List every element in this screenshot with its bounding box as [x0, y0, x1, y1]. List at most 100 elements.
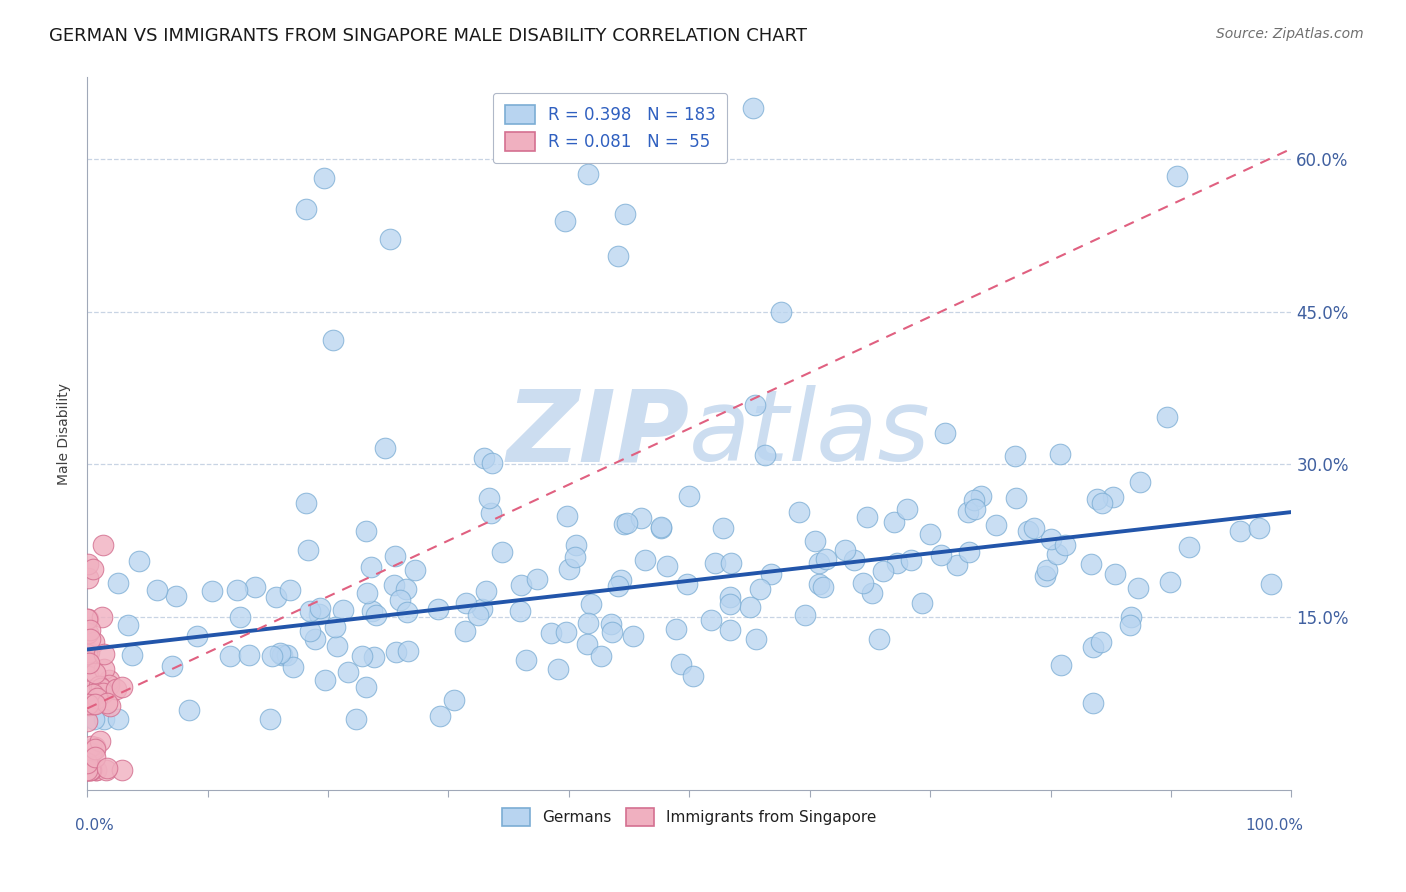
Point	[245, 580, 267, 594]
Point	[1247, 520, 1270, 534]
Point	[669, 657, 692, 672]
Point	[872, 565, 894, 579]
Point	[84, 697, 107, 711]
Point	[478, 491, 501, 505]
Point	[276, 648, 298, 662]
Point	[80, 739, 103, 753]
Point	[610, 573, 633, 587]
Point	[896, 501, 918, 516]
Point	[591, 648, 613, 663]
Point	[356, 680, 378, 694]
Point	[219, 649, 242, 664]
Point	[1049, 447, 1071, 461]
Point	[600, 624, 623, 639]
Point	[678, 489, 700, 503]
Point	[474, 583, 496, 598]
Point	[704, 556, 727, 570]
Point	[868, 632, 890, 646]
Point	[1091, 496, 1114, 510]
Point	[803, 534, 825, 549]
Point	[1090, 634, 1112, 648]
Point	[104, 682, 127, 697]
Point	[201, 584, 224, 599]
Point	[179, 703, 201, 717]
Point	[76, 763, 98, 777]
Point	[600, 617, 623, 632]
Point	[1004, 449, 1026, 463]
Point	[614, 207, 637, 221]
Point	[1081, 696, 1104, 710]
Point	[98, 699, 121, 714]
Point	[111, 763, 134, 777]
Point	[565, 538, 588, 552]
Point	[761, 567, 783, 582]
Point	[77, 655, 100, 669]
Point	[429, 709, 451, 723]
Point	[1121, 610, 1143, 624]
Point	[856, 509, 879, 524]
Legend: Germans, Immigrants from Singapore: Germans, Immigrants from Singapore	[496, 802, 883, 832]
Point	[281, 660, 304, 674]
Point	[344, 712, 367, 726]
Point	[1156, 410, 1178, 425]
Point	[121, 648, 143, 663]
Point	[787, 505, 810, 519]
Point	[76, 714, 98, 729]
Point	[1260, 577, 1282, 591]
Point	[515, 653, 537, 667]
Point	[269, 646, 291, 660]
Point	[91, 538, 114, 552]
Point	[1126, 581, 1149, 595]
Point	[1053, 538, 1076, 552]
Point	[1017, 524, 1039, 539]
Point	[555, 509, 578, 524]
Point	[613, 517, 636, 532]
Point	[718, 590, 741, 604]
Point	[262, 648, 284, 663]
Point	[160, 658, 183, 673]
Point	[834, 543, 856, 558]
Point	[443, 693, 465, 707]
Point	[718, 598, 741, 612]
Point	[77, 644, 100, 658]
Point	[364, 607, 387, 622]
Point	[76, 626, 98, 640]
Point	[83, 740, 105, 755]
Point	[76, 612, 98, 626]
Point	[970, 489, 993, 503]
Point	[76, 648, 98, 662]
Point	[83, 712, 105, 726]
Point	[96, 696, 118, 710]
Point	[621, 629, 644, 643]
Point	[1005, 491, 1028, 505]
Point	[76, 763, 98, 777]
Point	[1040, 532, 1063, 546]
Point	[844, 553, 866, 567]
Point	[454, 624, 477, 638]
Point	[322, 333, 344, 347]
Point	[97, 673, 120, 687]
Point	[1033, 569, 1056, 583]
Point	[395, 582, 418, 597]
Point	[380, 232, 402, 246]
Point	[80, 746, 103, 760]
Point	[83, 742, 105, 756]
Point	[93, 712, 115, 726]
Point	[107, 576, 129, 591]
Point	[226, 582, 249, 597]
Point	[540, 625, 562, 640]
Point	[547, 663, 569, 677]
Point	[963, 502, 986, 516]
Point	[744, 398, 766, 412]
Point	[1119, 618, 1142, 632]
Point	[581, 598, 603, 612]
Point	[576, 167, 599, 181]
Point	[111, 680, 134, 694]
Point	[1102, 490, 1125, 504]
Point	[87, 680, 110, 694]
Point	[238, 648, 260, 663]
Point	[396, 606, 419, 620]
Point	[312, 171, 335, 186]
Point	[1159, 575, 1181, 590]
Point	[294, 496, 316, 510]
